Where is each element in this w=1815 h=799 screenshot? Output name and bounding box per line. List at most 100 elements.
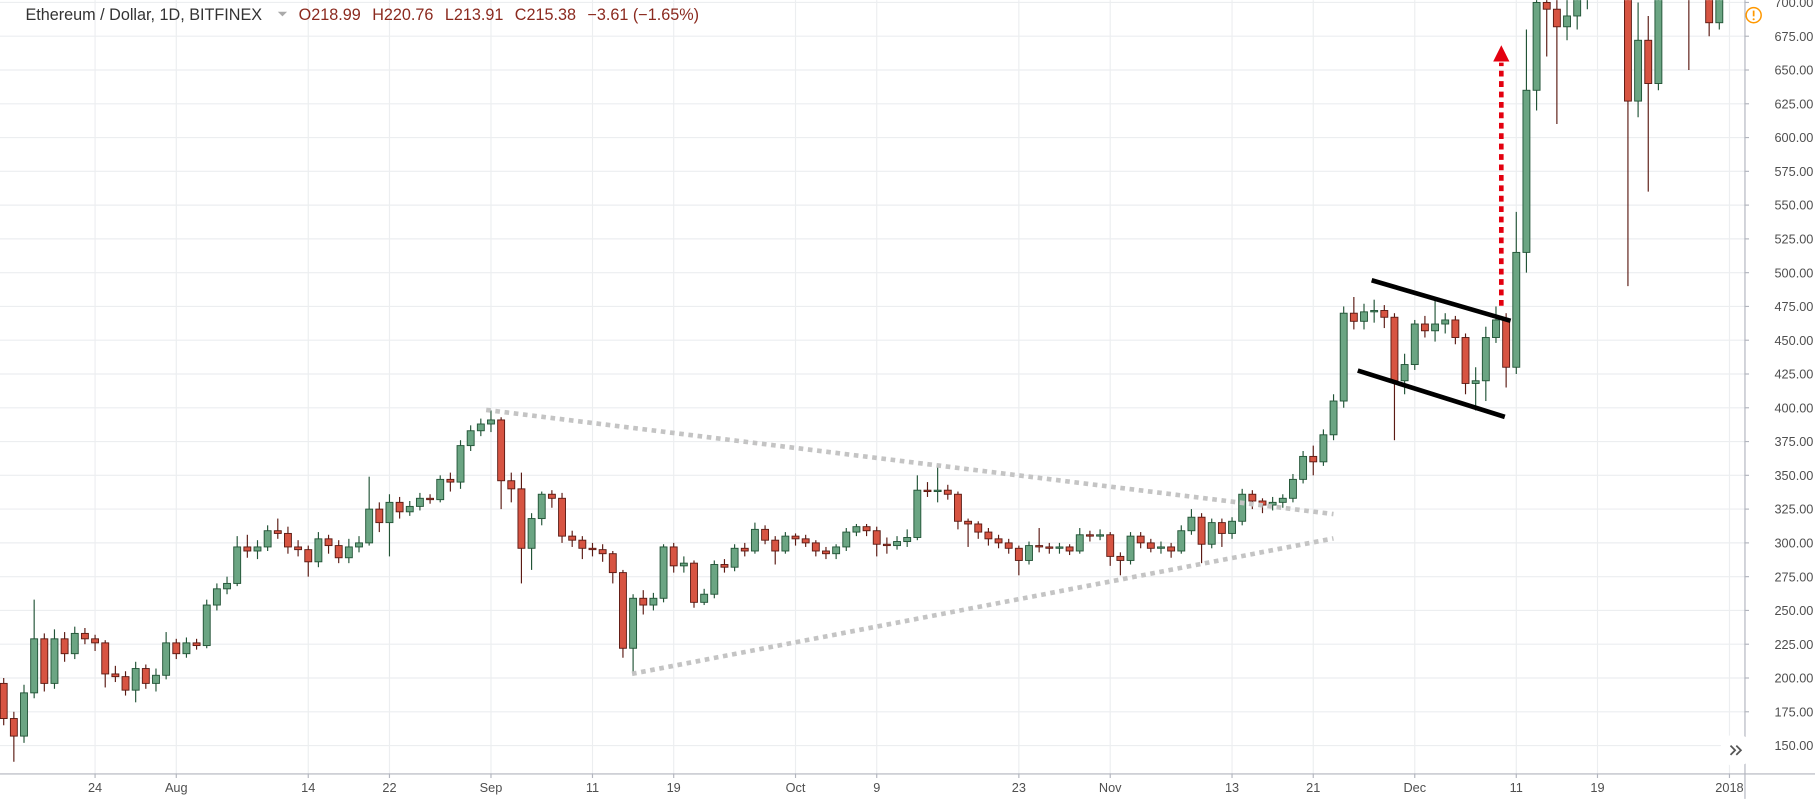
y-tick-label: 675.00 — [1774, 29, 1813, 44]
candle-body — [720, 564, 729, 568]
y-tick-label: 525.00 — [1774, 232, 1813, 247]
candle-body — [1278, 497, 1287, 503]
candle-body — [690, 562, 698, 603]
x-tick-label: Aug — [165, 780, 188, 795]
candle-body — [1380, 310, 1389, 318]
candle-body — [70, 632, 79, 655]
candle-body — [1420, 323, 1429, 332]
candle-body — [1441, 319, 1450, 325]
candle-body — [1177, 530, 1186, 552]
candle-body — [273, 530, 282, 534]
y-tick-label: 475.00 — [1774, 299, 1813, 314]
candle-body — [1349, 312, 1358, 322]
candle-body — [700, 593, 709, 603]
y-tick-label: 375.00 — [1774, 434, 1813, 449]
y-tick-label: 625.00 — [1774, 96, 1813, 111]
candle-body — [202, 604, 211, 647]
candle-body — [923, 489, 932, 493]
candle-body — [182, 642, 191, 655]
candles — [0, 0, 1724, 762]
close-label: C215.38 — [515, 6, 576, 24]
candle-body — [1268, 501, 1277, 506]
x-tick-label: 19 — [1590, 780, 1604, 795]
y-tick-label: 175.00 — [1774, 704, 1813, 719]
y-tick-label: 250.00 — [1774, 603, 1813, 618]
flag-lower-line — [1357, 368, 1506, 420]
candle-body — [740, 547, 749, 552]
y-tick-label: 150.00 — [1774, 738, 1813, 753]
flag-upper-line — [1371, 278, 1512, 324]
high-label: H220.76 — [372, 6, 433, 24]
candle-body — [822, 550, 830, 555]
candle-body — [832, 546, 841, 555]
candle-body — [101, 642, 110, 675]
alert-icon[interactable] — [1745, 6, 1762, 24]
candle-body — [639, 597, 648, 606]
candle-body — [284, 532, 292, 548]
x-tick-label: Oct — [786, 780, 806, 795]
candle-body — [1035, 545, 1044, 548]
candle-body — [466, 430, 475, 447]
candle-body — [1410, 323, 1419, 366]
y-tick-label: 575.00 — [1774, 164, 1813, 179]
candle-body — [1136, 535, 1145, 544]
candle-body — [365, 508, 374, 544]
candle-body — [263, 530, 272, 548]
candle-body — [558, 497, 566, 537]
candle-body — [1217, 522, 1226, 534]
candle-body — [1055, 546, 1064, 549]
candle-body — [91, 638, 100, 644]
candle-body — [1644, 39, 1653, 84]
open-label: O218.99 — [299, 6, 361, 24]
alert-icon-dot — [1752, 18, 1755, 21]
x-tick-label: Sep — [480, 780, 503, 795]
candle-body — [1451, 319, 1460, 338]
candle-body — [395, 501, 404, 513]
candle-body — [1197, 516, 1206, 545]
candle-body — [1116, 555, 1125, 561]
candle-body — [375, 508, 384, 524]
candle-body — [781, 535, 790, 552]
candle-body — [862, 526, 871, 532]
y-tick-label: 225.00 — [1774, 637, 1813, 652]
candle-body — [40, 638, 49, 684]
candle-body — [1552, 8, 1561, 28]
candle-body — [294, 546, 303, 551]
x-tick-label: 21 — [1306, 780, 1320, 795]
candle-body — [1207, 522, 1216, 545]
ohlc-readout: O218.99 H220.76 L213.91 C215.38 −3.61 (−… — [299, 6, 699, 24]
candle-body — [1705, 0, 1714, 24]
x-tick-label: 23 — [1012, 780, 1026, 795]
y-tick-label: 200.00 — [1774, 671, 1813, 686]
y-tick-label: 500.00 — [1774, 265, 1813, 280]
candle-body — [497, 419, 506, 482]
candle-body — [994, 538, 1003, 544]
candle-body — [1522, 89, 1531, 253]
candle-body — [141, 668, 150, 684]
x-tick-label: 2018 — [1715, 780, 1743, 795]
candle-body — [659, 546, 668, 599]
candle-body — [710, 564, 719, 595]
scroll-right-icon — [1729, 744, 1743, 756]
candle-body — [903, 537, 912, 542]
header: Ethereum / Dollar, 1D, BITFINEX — [25, 6, 262, 24]
candle-body — [750, 528, 759, 552]
candle-body — [1563, 15, 1571, 28]
candle-body — [212, 588, 221, 606]
candle-body — [527, 518, 536, 549]
candle-body — [882, 543, 891, 547]
candle-body — [223, 582, 231, 590]
candle-body — [588, 547, 597, 551]
candle-body — [761, 528, 770, 541]
y-tick-label: 425.00 — [1774, 367, 1813, 382]
candle-body — [771, 539, 780, 552]
candle-body — [344, 546, 353, 559]
candle-body — [1025, 545, 1033, 561]
candle-body — [487, 419, 495, 425]
candle-body — [446, 478, 455, 483]
candle-body — [1096, 534, 1105, 537]
candle-body — [1390, 316, 1399, 382]
candle-body — [507, 480, 516, 490]
candle-body — [415, 497, 424, 507]
